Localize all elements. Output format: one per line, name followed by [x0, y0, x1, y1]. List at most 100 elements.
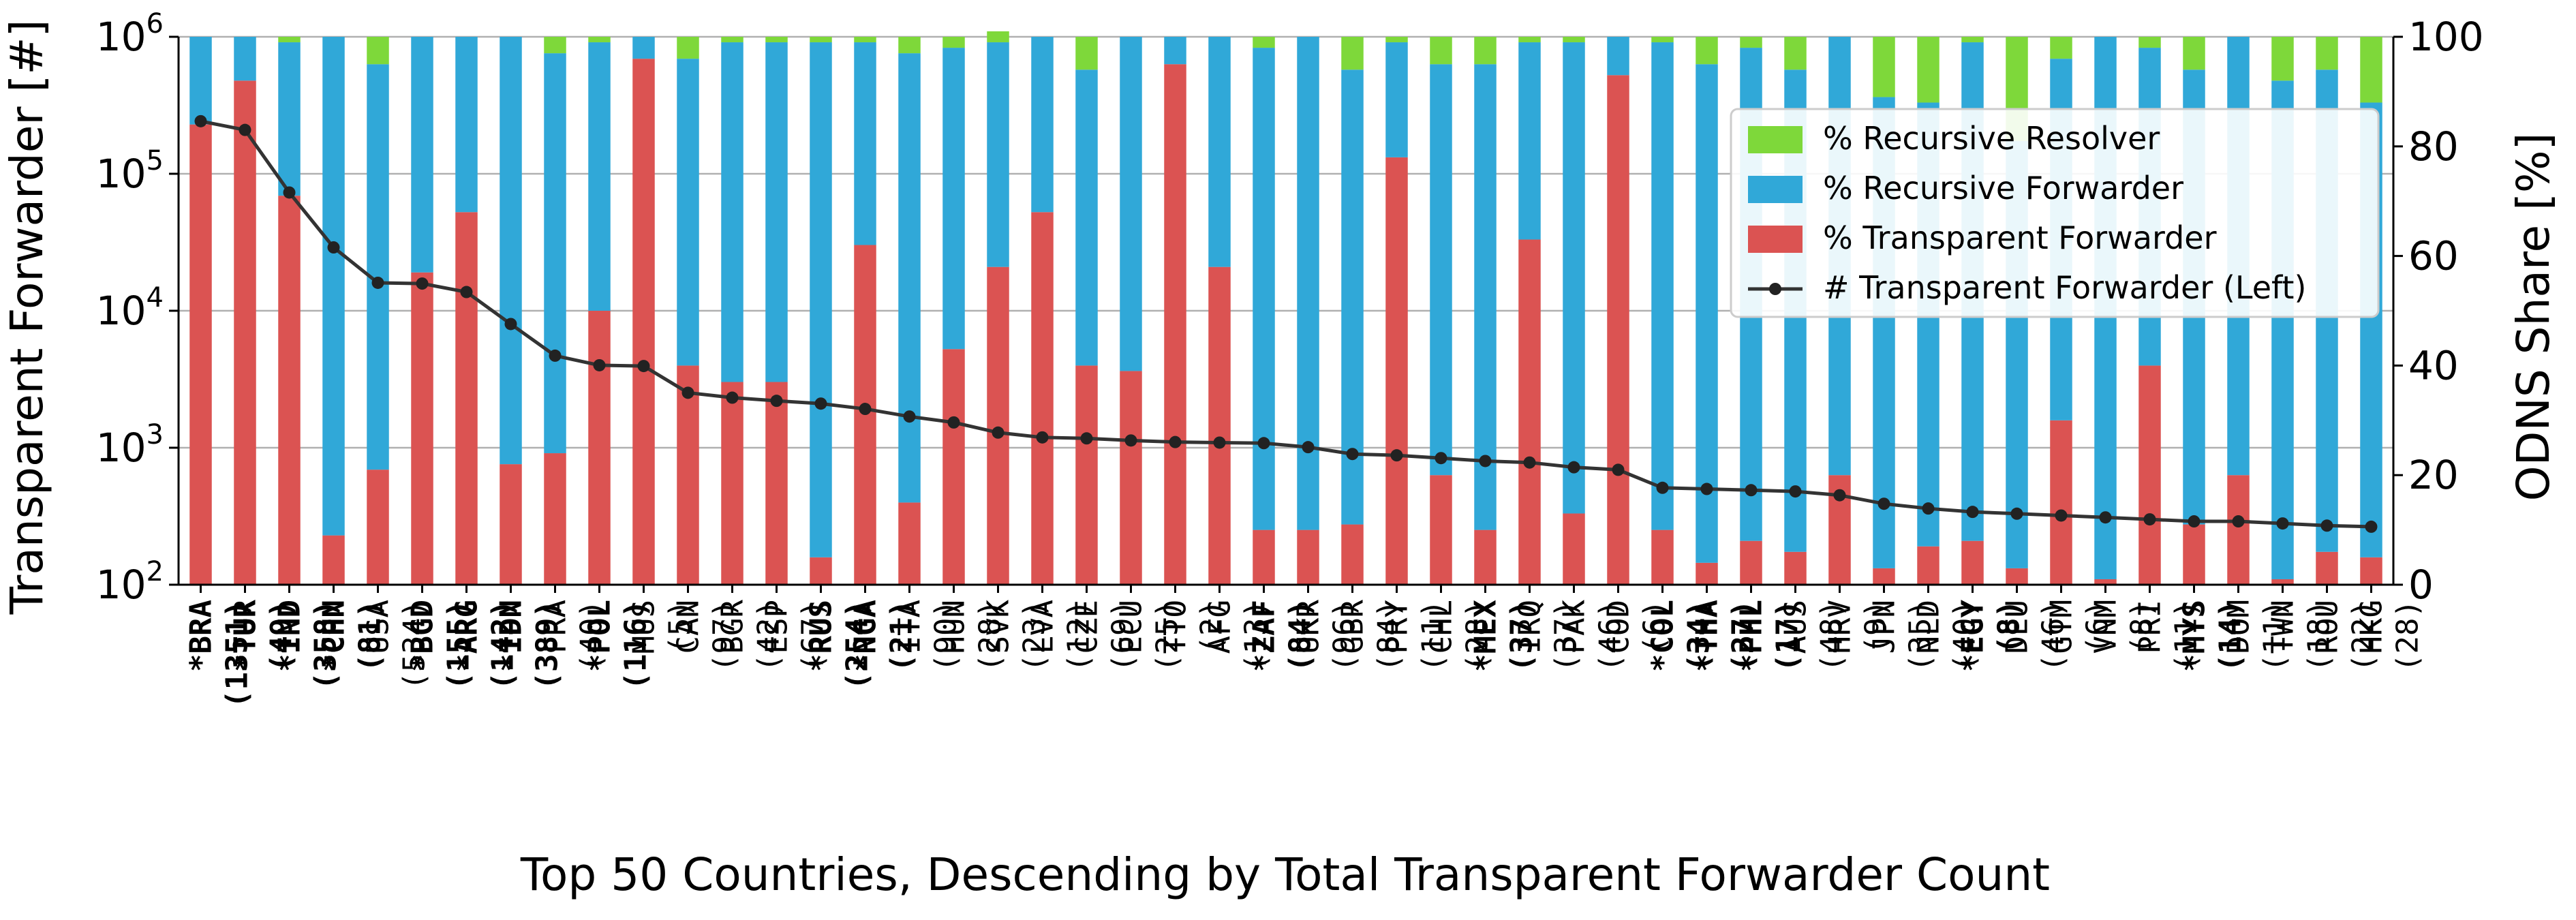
country-count: (40)	[574, 600, 609, 672]
country-count: (13)	[1239, 600, 1274, 672]
left-tick-exponent: 4	[147, 282, 164, 313]
bar-segment-recursive-resolver	[1253, 37, 1275, 48]
line-point	[1567, 461, 1580, 474]
legend-label-recursive-resolver: % Recursive Resolver	[1823, 120, 2160, 157]
left-tick-label: 103	[96, 419, 164, 471]
country-count: (69)	[1106, 600, 1141, 672]
left-y-ticks: 102 103 104 105 106	[96, 8, 179, 608]
bar-segment-recursive-forwarder	[1430, 64, 1452, 476]
country-code: HUN	[937, 600, 972, 654]
bar-segment-transparent-forwarder	[1607, 75, 1629, 585]
bar-segment-recursive-forwarder	[1563, 42, 1585, 514]
line-point	[1966, 506, 1979, 519]
line-point	[283, 186, 296, 199]
country-code: ESP	[760, 600, 795, 654]
bar-segment-recursive-forwarder	[765, 42, 788, 382]
line-point	[1435, 452, 1447, 465]
country-count: (142)	[486, 600, 521, 690]
country-count: (22)	[2346, 600, 2381, 672]
bar-segment-recursive-resolver	[854, 37, 876, 43]
bar-segment-recursive-forwarder	[234, 37, 256, 81]
bar-segment-recursive-resolver	[2138, 37, 2161, 48]
bar-segment-recursive-forwarder	[500, 37, 522, 465]
line-point	[2099, 511, 2112, 524]
bar-segment-transparent-forwarder	[1696, 562, 1718, 585]
bar-segment-recursive-forwarder	[1518, 42, 1541, 240]
line-point	[194, 114, 207, 127]
country-count: (155)	[442, 600, 476, 690]
x-tick-label: DOM(11)	[2222, 600, 2293, 672]
bar-segment-transparent-forwarder	[987, 266, 1009, 585]
bar-segment-transparent-forwarder	[367, 470, 389, 585]
country-count: (23)	[1017, 600, 1052, 672]
x-tick-label: MUS(5)	[627, 600, 698, 654]
bar-segment-transparent-forwarder	[2360, 557, 2382, 585]
country-code: HKG	[2355, 600, 2389, 654]
country-code: *IDN	[494, 600, 529, 672]
line-point	[2143, 513, 2156, 526]
legend-label-line: # Transparent Forwarder (Left)	[1823, 269, 2306, 306]
bar-segment-transparent-forwarder	[189, 124, 212, 585]
country-code: *RUS	[804, 600, 839, 672]
x-tick-label: *COL(34)	[1646, 600, 1717, 672]
country-count: (28)	[973, 600, 1008, 672]
left-tick-label: 102	[96, 556, 164, 608]
x-tick-label: *BRA(1351)	[184, 600, 255, 708]
right-y-ticks: 0 20 40 60 80 100	[2393, 14, 2484, 608]
line-point	[1877, 497, 1890, 510]
country-count: (49)	[264, 600, 299, 672]
legend-line-marker	[1769, 283, 1781, 295]
bar-segment-recursive-resolver	[987, 31, 1009, 43]
left-tick-exponent: 6	[147, 8, 164, 40]
line-point	[770, 395, 783, 408]
country-code: *BGD	[405, 600, 440, 672]
line-point	[1479, 455, 1492, 467]
bar-segment-recursive-resolver	[2271, 37, 2294, 81]
country-count: (46)	[1593, 600, 1628, 672]
bar-segment-recursive-resolver	[1873, 37, 1895, 97]
country-count: (37)	[1505, 600, 1539, 672]
bar-segment-recursive-forwarder	[1075, 70, 1098, 366]
bar-segment-transparent-forwarder	[2050, 420, 2072, 585]
country-code: NLD	[1912, 600, 1946, 654]
bar-segment-recursive-resolver	[721, 37, 743, 43]
country-code: TTO	[1159, 600, 1193, 654]
country-count: (90)	[929, 600, 964, 672]
bar-segment-transparent-forwarder	[1917, 546, 1939, 585]
left-tick-label: 105	[96, 145, 164, 197]
right-tick-label: 20	[2408, 452, 2459, 498]
bar-segment-recursive-resolver	[1740, 37, 1762, 48]
bar-segment-transparent-forwarder	[588, 311, 611, 585]
line-point	[859, 403, 872, 416]
line-point	[2365, 520, 2378, 533]
country-count: (1351)	[220, 600, 255, 708]
bar-segment-recursive-forwarder	[544, 53, 566, 454]
bar-segment-recursive-resolver	[1474, 37, 1497, 65]
bar-segment-transparent-forwarder	[632, 59, 655, 585]
country-code: *ARG	[450, 600, 485, 672]
bar-segment-recursive-resolver	[942, 37, 965, 48]
country-count: (116)	[619, 600, 654, 690]
country-code: DOM	[2222, 600, 2256, 654]
bar-segment-transparent-forwarder	[1164, 64, 1186, 585]
right-tick-label: 100	[2408, 14, 2484, 60]
country-code: *CHN	[317, 600, 352, 672]
country-count: (97)	[707, 600, 742, 672]
line-point	[814, 397, 827, 410]
bar-segment-transparent-forwarder	[1740, 540, 1762, 585]
country-code: SVK	[981, 600, 1016, 654]
bar-segment-recursive-forwarder	[278, 42, 301, 196]
country-code: BGR	[716, 600, 750, 654]
bar-segment-recursive-resolver	[278, 37, 301, 43]
country-code: ITA	[893, 600, 927, 654]
line-point	[1213, 436, 1226, 449]
x-tick-label: *POL(116)	[583, 600, 654, 690]
x-tick-label: *ZAF(84)	[1247, 600, 1318, 672]
bar-segment-transparent-forwarder	[1784, 551, 1807, 585]
line-point	[1833, 489, 1846, 502]
bar-segment-transparent-forwarder	[721, 382, 743, 585]
bar-segment-recursive-resolver	[588, 37, 611, 43]
bar-segment-recursive-forwarder	[1253, 48, 1275, 530]
bar-segment-recursive-resolver	[1961, 37, 1984, 43]
